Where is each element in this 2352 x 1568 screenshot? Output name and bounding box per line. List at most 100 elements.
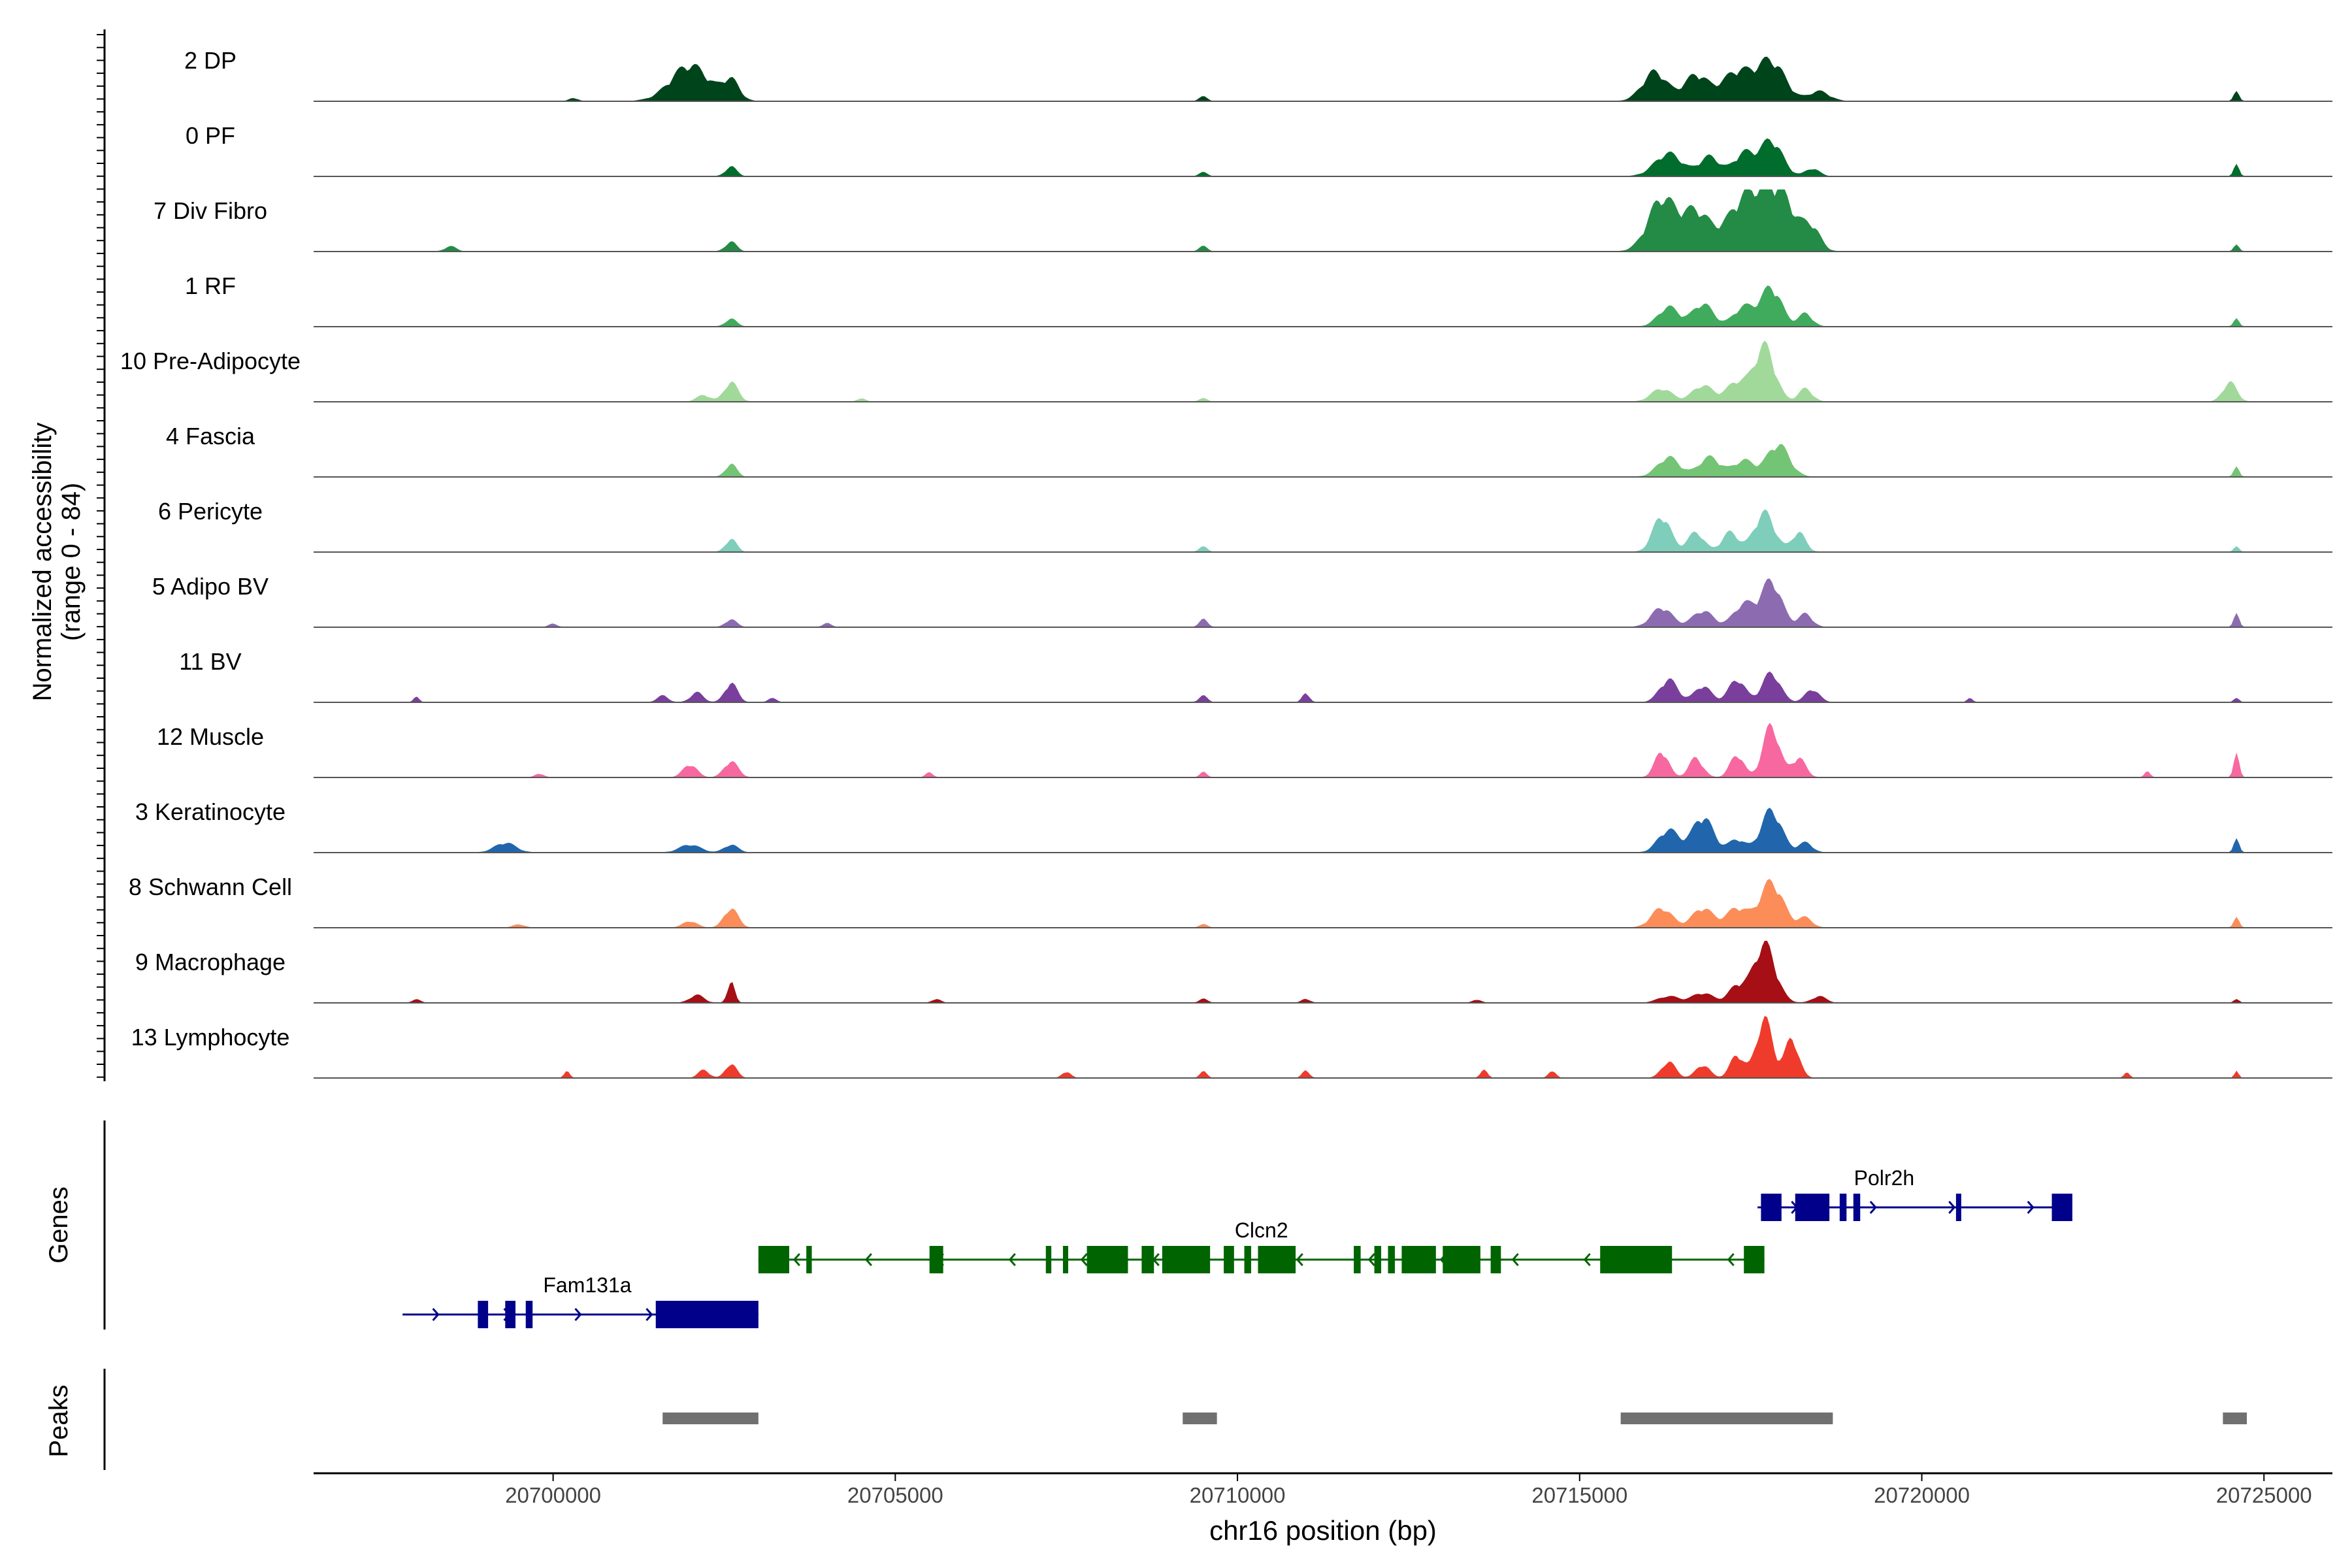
coverage-area: [314, 879, 2332, 928]
track-12-muscle: 12 Muscle: [157, 723, 2332, 778]
coverage-tracks: 2 DP 0 PF 7 Div Fibro 1 RF 10 Pre-Adipocyte 4…: [120, 47, 2332, 1079]
exon: [1141, 1246, 1154, 1273]
coverage-area: [314, 444, 2332, 477]
exon: [1374, 1246, 1382, 1273]
strand-arrow: [1511, 1253, 1519, 1266]
exon: [1761, 1194, 1782, 1221]
coverage-area: [314, 671, 2332, 702]
track-label: 2 DP: [184, 47, 237, 74]
track-9-macrophage: 9 Macrophage: [135, 941, 2332, 1004]
exon: [1853, 1194, 1861, 1221]
genes-track: Fam131a Clcn2 Polr2h: [103, 1120, 2072, 1330]
track-label: 7 Div Fibro: [154, 197, 267, 224]
track-label: 1 RF: [185, 272, 236, 299]
gene-label: Clcn2: [1235, 1218, 1288, 1242]
gene-fam131a: Fam131a: [402, 1273, 759, 1328]
x-axis-label: chr16 position (bp): [1209, 1515, 1437, 1546]
track-13-lymphocyte: 13 Lymphocyte: [131, 1016, 2332, 1079]
track-label: 0 PF: [186, 122, 235, 149]
gene-label: Fam131a: [543, 1273, 631, 1297]
track-6-pericyte: 6 Pericyte: [158, 498, 2332, 553]
track-1-rf: 1 RF: [185, 272, 2332, 327]
coverage-area: [314, 189, 2332, 252]
peaks-track-label: Peaks: [44, 1384, 73, 1457]
strand-arrow: [1948, 1201, 1956, 1214]
y-axis-label: Normalized accessibility: [28, 423, 57, 702]
strand-arrow: [574, 1308, 582, 1321]
x-tick-label: 20700000: [505, 1483, 601, 1507]
peaks-track: [103, 1369, 2247, 1470]
coverage-area: [314, 808, 2332, 853]
exon: [806, 1246, 812, 1273]
track-5-adipo-bv: 5 Adipo BV: [152, 573, 2332, 628]
x-tick-label: 20705000: [847, 1483, 943, 1507]
exon: [2051, 1194, 2072, 1221]
track-label: 3 Keratinocyte: [135, 798, 286, 825]
track-label: 6 Pericyte: [158, 498, 263, 525]
exon: [1600, 1246, 1673, 1273]
strand-arrow: [792, 1253, 800, 1266]
strand-arrow: [432, 1308, 440, 1321]
exon: [1162, 1246, 1211, 1273]
track-label: 12 Muscle: [157, 723, 264, 750]
exon: [1490, 1246, 1501, 1273]
coverage-area: [314, 138, 2332, 176]
track-3-keratinocyte: 3 Keratinocyte: [135, 798, 2332, 853]
exon: [1045, 1246, 1052, 1273]
exon: [1354, 1246, 1361, 1273]
track-7-div-fibro: 7 Div Fibro: [154, 189, 2332, 252]
gene-polr2h: Polr2h: [1757, 1166, 2072, 1221]
track-label: 10 Pre-Adipocyte: [120, 348, 301, 374]
coverage-area: [314, 340, 2332, 402]
exon: [1086, 1246, 1128, 1273]
exon: [758, 1246, 789, 1273]
coverage-area: [314, 56, 2332, 101]
track-label: 5 Adipo BV: [152, 573, 269, 600]
track-2-dp: 2 DP: [184, 47, 2332, 102]
x-tick-label: 20720000: [1874, 1483, 1970, 1507]
strand-arrow: [1727, 1253, 1735, 1266]
strand-arrow: [2027, 1201, 2034, 1214]
exon: [478, 1301, 489, 1328]
strand-arrow: [645, 1308, 653, 1321]
exon: [1062, 1246, 1068, 1273]
exon: [525, 1301, 533, 1328]
exon: [655, 1301, 759, 1328]
gene-label: Polr2h: [1854, 1166, 1915, 1190]
strand-arrow: [1296, 1253, 1303, 1266]
track-10-pre-adipocyte: 10 Pre-Adipocyte: [120, 340, 2332, 402]
coverage-area: [314, 286, 2332, 327]
exon: [1443, 1246, 1480, 1273]
coverage-area: [314, 509, 2332, 552]
x-axis: 20700000 20705000 20710000 20715000 20720000…: [314, 1472, 2332, 1507]
exon: [1955, 1194, 1961, 1221]
strand-arrow: [864, 1253, 872, 1266]
track-label: 8 Schwann Cell: [129, 874, 292, 900]
exon: [1744, 1246, 1765, 1273]
coverage-area: [314, 578, 2332, 627]
strand-arrow: [1869, 1201, 1877, 1214]
exon: [1388, 1246, 1395, 1273]
track-label: 4 Fascia: [166, 423, 255, 449]
x-tick-label: 20715000: [1531, 1483, 1627, 1507]
track-0-pf: 0 PF: [186, 122, 2332, 177]
exon: [1244, 1246, 1252, 1273]
peak-region: [2223, 1413, 2247, 1424]
y-axis-range-label: (range 0 - 84): [57, 483, 86, 641]
peak-region: [1183, 1413, 1217, 1424]
track-4-fascia: 4 Fascia: [166, 423, 2332, 478]
gene-clcn2: Clcn2: [758, 1218, 1765, 1273]
exon: [1795, 1194, 1830, 1221]
coverage-area: [314, 723, 2332, 777]
track-8-schwann-cell: 8 Schwann Cell: [129, 874, 2332, 928]
exon: [1839, 1194, 1847, 1221]
y-axis: [97, 29, 106, 1081]
coverage-area: [314, 941, 2332, 1003]
exon: [1401, 1246, 1436, 1273]
coverage-area: [314, 1016, 2332, 1078]
genes-track-label: Genes: [44, 1186, 73, 1264]
x-tick-label: 20710000: [1190, 1483, 1286, 1507]
track-11-bv: 11 BV: [179, 648, 2332, 703]
exon: [1258, 1246, 1296, 1273]
